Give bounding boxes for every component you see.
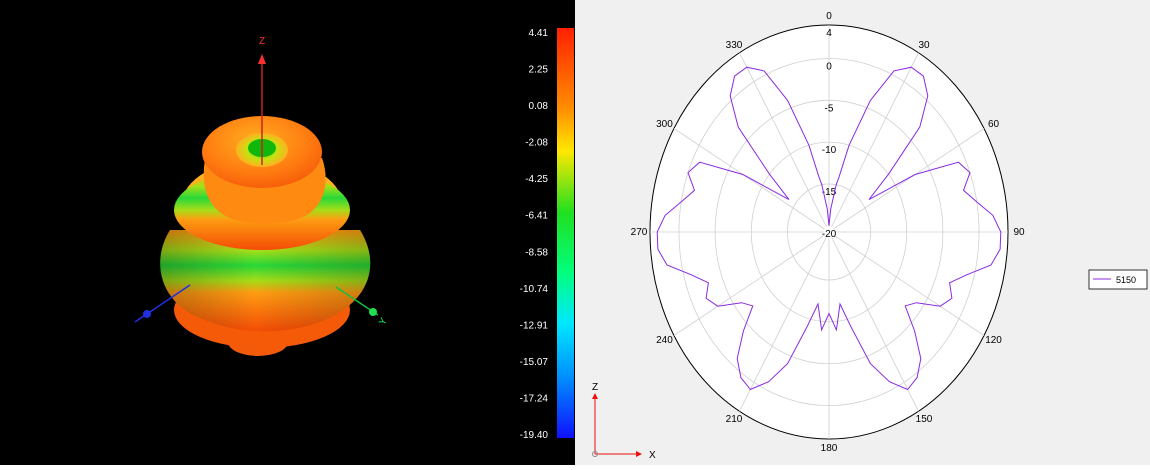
radial-tick-label: -10 — [822, 145, 837, 156]
radial-tick-label: -15 — [822, 187, 837, 198]
radial-tick-label: -5 — [825, 103, 834, 114]
axis-y: Y — [335, 286, 390, 328]
axis-z-label: Z — [259, 36, 265, 47]
angular-tick-label: 330 — [726, 40, 743, 51]
colorbar-tick-label: -17.24 — [520, 393, 549, 404]
legend-box — [1088, 269, 1148, 290]
grid-spoke — [831, 237, 919, 412]
series-lines — [656, 66, 1002, 391]
colorbar-tick-label: 2.25 — [529, 65, 549, 76]
gizmo-x-label: X — [649, 450, 656, 461]
polar-chart[interactable]: 0 30 60 90 120 150 180 210 240 270 300 330 4 0 -5 -10 -… — [575, 0, 1150, 465]
gizmo-z-label: Z — [592, 382, 598, 393]
pattern-3d-canvas[interactable]: Z Y 4.41 2.25 0.08 -2.08 -4.25 -6.41 -8.58 -10.… — [0, 0, 575, 465]
angular-tick-label: 270 — [631, 227, 648, 238]
angular-tick-label: 90 — [1013, 227, 1025, 238]
colorbar-tick-label: -10.74 — [520, 284, 549, 295]
angular-tick-label: 150 — [916, 414, 933, 425]
radial-tick-label: -20 — [822, 229, 837, 240]
angular-tick-label: 120 — [985, 335, 1002, 346]
grid-spoke — [831, 52, 919, 227]
orientation-gizmo: Z X — [592, 382, 656, 461]
grid-spoke — [833, 234, 985, 336]
angular-tick-labels: 0 30 60 90 120 150 180 210 240 270 300 330 — [631, 11, 1025, 454]
pattern-3d-view[interactable]: Z Y 4.41 2.25 0.08 -2.08 -4.25 -6.41 -8.58 -10.… — [0, 0, 575, 465]
angular-tick-label: 240 — [656, 335, 673, 346]
series-line-5150 — [656, 66, 1002, 391]
angular-tick-label: 30 — [918, 40, 930, 51]
colorbar-tick-label: -15.07 — [520, 357, 549, 368]
colorbar-gradient — [557, 28, 574, 438]
grid-spoke — [739, 237, 827, 412]
legend: 5150 — [1088, 269, 1148, 290]
angular-tick-label: 0 — [826, 11, 832, 22]
radial-tick-label: 4 — [826, 28, 832, 39]
colorbar: 4.41 2.25 0.08 -2.08 -4.25 -6.41 -8.58 -10.74 -1… — [520, 28, 574, 441]
polar-grid — [650, 25, 1008, 439]
colorbar-ticks: 4.41 2.25 0.08 -2.08 -4.25 -6.41 -8.58 -10.74 -1… — [520, 28, 549, 441]
colorbar-tick-label: -2.08 — [525, 138, 548, 149]
grid-spoke — [673, 234, 825, 336]
grid-spoke — [833, 128, 985, 230]
colorbar-tick-label: 0.08 — [529, 101, 549, 112]
radiation-pattern-surface — [160, 116, 371, 356]
axis-z: Z — [258, 36, 266, 165]
grid-spoke — [739, 52, 827, 227]
colorbar-tick-label: -12.91 — [520, 320, 549, 331]
colorbar-tick-label: -19.40 — [520, 430, 549, 441]
radial-tick-label: 0 — [826, 61, 832, 72]
polar-plot-view[interactable]: 0 30 60 90 120 150 180 210 240 270 300 330 4 0 -5 -10 -… — [575, 0, 1150, 465]
colorbar-tick-label: -8.58 — [525, 247, 548, 258]
grid-spoke — [673, 128, 825, 230]
angular-tick-label: 60 — [988, 119, 1000, 130]
colorbar-tick-label: 4.41 — [529, 28, 549, 39]
angular-tick-label: 300 — [656, 119, 673, 130]
angular-tick-label: 180 — [821, 443, 838, 454]
colorbar-tick-label: -6.41 — [525, 211, 548, 222]
radial-tick-labels: 4 0 -5 -10 -15 -20 — [822, 28, 837, 240]
axis-y-label: Y — [377, 316, 390, 328]
axis-x — [134, 284, 191, 323]
legend-entry-5150: 5150 — [1116, 275, 1136, 285]
angular-tick-label: 210 — [726, 414, 743, 425]
colorbar-tick-label: -4.25 — [525, 174, 548, 185]
